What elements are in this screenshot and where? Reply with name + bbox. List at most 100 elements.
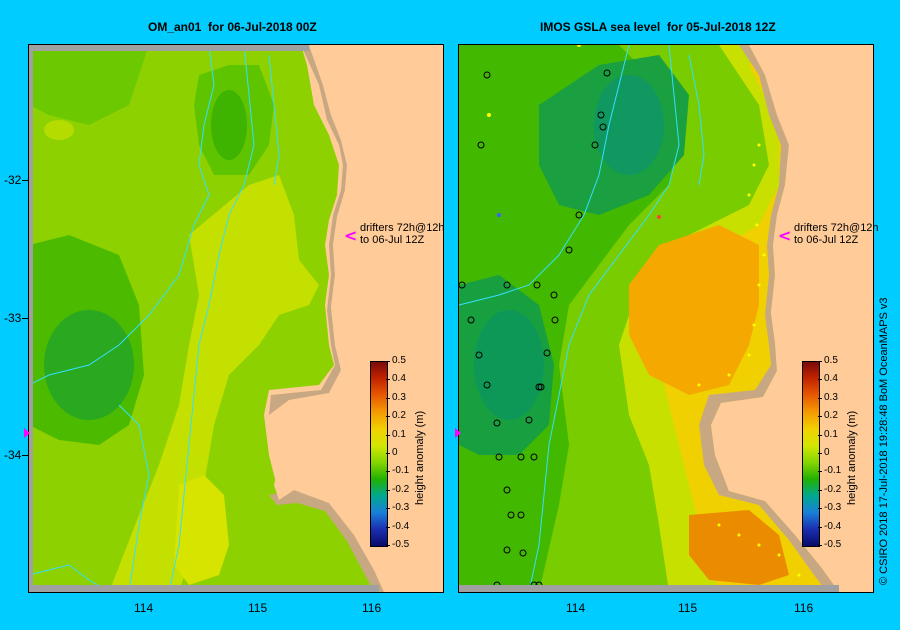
colorbar-tick-label: -0.2	[824, 483, 842, 495]
left-contour-4	[118, 404, 150, 592]
lat-tick-label: -32	[4, 173, 22, 187]
right-drifter-dots	[487, 45, 801, 577]
colorbar-tickmark	[818, 526, 822, 528]
left-shelf-south	[269, 490, 384, 592]
left-edge-marker-icon	[24, 428, 30, 438]
lon-tick-label: 114	[134, 601, 154, 615]
colorbar-tick-label: 0.4	[824, 373, 838, 385]
left-map-panel	[28, 44, 444, 593]
lat-tickmark	[22, 180, 28, 181]
colorbar-tickmark	[818, 397, 822, 399]
colorbar-tickmark	[386, 397, 390, 399]
lat-tick-label: -34	[4, 448, 22, 462]
credit-text: © CSIRO 2018 17-Jul-2018 19:28:48 BoM Oc…	[878, 297, 890, 585]
right-land	[711, 45, 873, 592]
left-green-nw	[29, 45, 149, 125]
colorbar-tick-label: 0.4	[392, 373, 406, 385]
colorbar-tickmark	[386, 416, 390, 418]
left-shelf	[269, 45, 347, 415]
colorbar-tick-label: -0.3	[824, 502, 842, 514]
colorbar-tick-label: -0.2	[392, 483, 410, 495]
colorbar-tick-label: 0	[824, 447, 830, 458]
colorbar-tickmark	[386, 434, 390, 436]
right-green-core-north	[594, 75, 664, 175]
left-contour-1	[29, 45, 215, 386]
colorbar-tickmark	[818, 508, 822, 510]
lon-tick-label: 116	[794, 601, 814, 615]
colorbar-tick-label: 0	[392, 447, 398, 458]
left-grey-left-edge	[29, 45, 33, 592]
colorbar-tickmark	[818, 416, 822, 418]
left-drifter-note: drifters 72h@12h to 06-Jul 12Z	[360, 222, 445, 246]
lon-tick-label: 115	[678, 601, 698, 615]
right-red-dot	[657, 215, 661, 219]
right-drifter-arrow-icon: <	[778, 226, 792, 245]
left-colorbar-title: height anomaly (m)	[414, 410, 426, 505]
colorbar-tickmark	[386, 379, 390, 381]
right-shelf	[699, 45, 839, 592]
right-map-panel	[458, 44, 874, 593]
colorbar-tickmark	[818, 489, 822, 491]
left-light-spot	[44, 120, 74, 140]
right-contour-2	[528, 45, 680, 592]
right-blue-dot	[497, 213, 501, 217]
colorbar-tick-label: 0.1	[392, 428, 406, 440]
left-colorbar	[370, 361, 388, 547]
colorbar-tickmark	[818, 434, 822, 436]
colorbar-tickmark	[386, 508, 390, 510]
right-contour-3	[688, 54, 705, 186]
colorbar-tick-label: 0.3	[392, 391, 406, 403]
left-light-band	[109, 175, 319, 592]
colorbar-tickmark	[386, 526, 390, 528]
drifter-note-line1: drifters 72h@12h	[360, 222, 445, 234]
colorbar-tick-label: -0.4	[392, 520, 410, 532]
right-grey-bottom-edge	[459, 585, 839, 592]
colorbar-tickmark	[818, 471, 822, 473]
drifter-note-line1: drifters 72h@12h	[794, 222, 879, 234]
lat-tickmark	[22, 455, 28, 456]
colorbar-tickmark	[818, 453, 822, 454]
colorbar-tick-label: 0.3	[824, 391, 838, 403]
colorbar-tick-label: -0.5	[392, 539, 410, 550]
colorbar-tickmark	[818, 545, 822, 546]
right-green-core-west	[474, 310, 544, 420]
lat-tick-label: -33	[4, 311, 22, 325]
colorbar-tickmark	[386, 545, 390, 546]
left-map-svg	[29, 45, 443, 592]
colorbar-tick-label: 0.1	[824, 428, 838, 440]
colorbar-tick-label: -0.4	[824, 520, 842, 532]
right-orange-south	[689, 510, 789, 585]
drifter-note-line2: to 06-Jul 12Z	[794, 234, 859, 246]
colorbar-tick-label: 0.5	[824, 355, 838, 366]
colorbar-tick-label: -0.5	[824, 539, 842, 550]
colorbar-tick-label: -0.3	[392, 502, 410, 514]
colorbar-tick-label: 0.2	[824, 410, 838, 422]
left-contour-2	[168, 45, 255, 592]
colorbar-tick-label: -0.1	[824, 465, 842, 477]
right-colorbar	[802, 361, 820, 547]
right-colorbar-title: height anomaly (m)	[846, 410, 858, 505]
right-contour-1	[459, 45, 630, 306]
colorbar-tick-label: 0.5	[392, 355, 406, 366]
drifter-note-line2: to 06-Jul 12Z	[360, 234, 425, 246]
colorbar-tickmark	[386, 489, 390, 491]
right-edge-marker-icon	[455, 428, 461, 438]
colorbar-tickmark	[818, 379, 822, 381]
colorbar-tick-label: -0.1	[392, 465, 410, 477]
colorbar-tickmark	[386, 471, 390, 473]
colorbar-tickmark	[386, 453, 390, 454]
left-grey-bottom-edge	[29, 585, 379, 592]
left-grey-top-edge	[29, 45, 309, 51]
colorbar-tickmark	[818, 361, 822, 362]
left-contour-3	[268, 54, 280, 186]
right-drifter-note: drifters 72h@12h to 06-Jul 12Z	[794, 222, 879, 246]
left-drifter-arrow-icon: <	[344, 226, 358, 245]
lon-tick-label: 114	[566, 601, 586, 615]
left-land	[274, 45, 443, 592]
lon-tick-label: 115	[248, 601, 268, 615]
lat-tickmark	[22, 318, 28, 319]
right-map-svg	[459, 45, 873, 592]
colorbar-tickmark	[386, 361, 390, 362]
right-orange-core	[629, 225, 759, 395]
left-panel-title: OM_an01 for 06-Jul-2018 00Z	[148, 20, 317, 34]
